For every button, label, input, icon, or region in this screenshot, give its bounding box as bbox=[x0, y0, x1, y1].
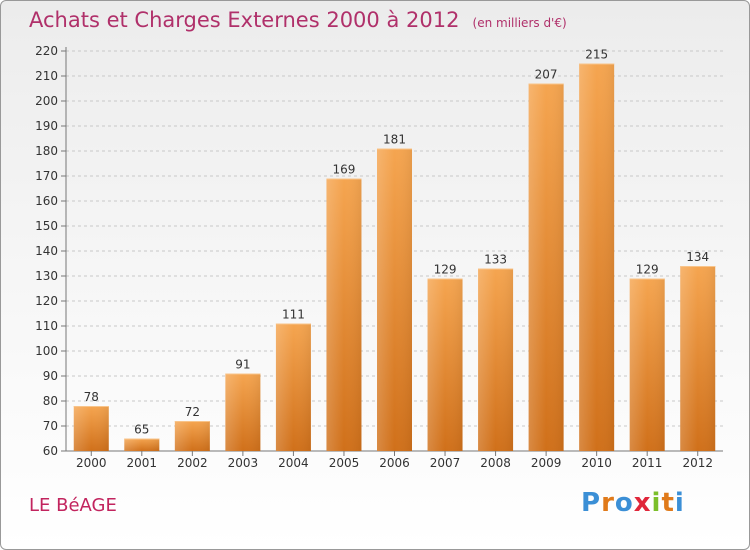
x-tick-label: 2004 bbox=[278, 456, 309, 470]
logo-letter: P bbox=[581, 488, 602, 518]
y-tick-label: 110 bbox=[35, 319, 58, 333]
y-tick-label: 80 bbox=[43, 394, 58, 408]
data-label: 133 bbox=[484, 253, 507, 267]
data-label: 169 bbox=[333, 163, 356, 177]
data-label: 78 bbox=[84, 390, 99, 404]
y-tick-label: 190 bbox=[35, 119, 58, 133]
bar-highlight bbox=[680, 266, 716, 451]
bar-highlight bbox=[427, 278, 463, 451]
title-main: Achats et Charges Externes 2000 à 2012 bbox=[29, 8, 460, 32]
bar-highlight bbox=[377, 148, 412, 451]
x-tick-label: 2008 bbox=[480, 456, 511, 470]
y-tick-label: 170 bbox=[35, 169, 58, 183]
x-tick-label: 2006 bbox=[379, 456, 410, 470]
y-tick-label: 150 bbox=[35, 219, 58, 233]
logo-letter: r bbox=[601, 488, 615, 518]
bars: 78 65 72 91 111 169 181 129 133 207 215 129 134 bbox=[73, 48, 716, 451]
x-tick-label: 2001 bbox=[127, 456, 158, 470]
bar-highlight bbox=[326, 178, 362, 451]
data-label: 65 bbox=[134, 423, 149, 437]
y-tick-label: 210 bbox=[35, 69, 58, 83]
data-label: 129 bbox=[434, 263, 457, 277]
axes: 60 70 80 90 100 110 120 130 140 150 160 170 180 190 20… bbox=[35, 44, 723, 470]
chart-title: Achats et Charges Externes 2000 à 2012 (… bbox=[29, 8, 567, 32]
bar-highlight bbox=[579, 63, 615, 451]
data-label: 207 bbox=[535, 68, 558, 82]
y-tick-label: 140 bbox=[35, 244, 58, 258]
bar-highlight bbox=[478, 268, 514, 451]
x-tick-label: 2012 bbox=[682, 456, 713, 470]
x-tick-label: 2000 bbox=[76, 456, 107, 470]
commune-name: LE BéAGE bbox=[29, 495, 117, 516]
y-tick-label: 160 bbox=[35, 194, 58, 208]
data-label: 111 bbox=[282, 308, 305, 322]
data-label: 72 bbox=[185, 405, 200, 419]
y-tick-label: 90 bbox=[43, 369, 58, 383]
bar-highlight bbox=[275, 323, 311, 451]
y-tick-label: 70 bbox=[43, 419, 58, 433]
y-tick-label: 220 bbox=[35, 44, 58, 58]
x-tick-label: 2011 bbox=[632, 456, 663, 470]
data-label: 215 bbox=[585, 48, 608, 62]
title-unit: (en milliers d'€) bbox=[472, 16, 567, 30]
y-tick-label: 100 bbox=[35, 344, 58, 358]
y-tick-label: 120 bbox=[35, 294, 58, 308]
x-tick-label: 2003 bbox=[228, 456, 259, 470]
data-label: 181 bbox=[383, 133, 406, 147]
bar-highlight bbox=[528, 83, 564, 451]
logo-letter: i bbox=[674, 488, 685, 518]
bar-highlight bbox=[629, 278, 665, 451]
x-tick-label: 2010 bbox=[581, 456, 612, 470]
data-label: 129 bbox=[636, 263, 659, 277]
y-tick-label: 130 bbox=[35, 269, 58, 283]
x-tick-label: 2002 bbox=[177, 456, 208, 470]
logo-letter: t bbox=[661, 488, 675, 518]
bar-highlight bbox=[174, 421, 210, 451]
data-label: 134 bbox=[686, 250, 709, 264]
proxiti-logo[interactable]: Proxiti bbox=[581, 488, 685, 518]
bar-highlight bbox=[124, 438, 160, 451]
data-label: 91 bbox=[235, 358, 250, 372]
logo-letter: i bbox=[651, 488, 662, 518]
y-tick-label: 60 bbox=[43, 444, 58, 458]
x-tick-label: 2009 bbox=[531, 456, 562, 470]
y-tick-label: 180 bbox=[35, 144, 58, 158]
bar-highlight bbox=[225, 373, 261, 451]
y-tick-label: 200 bbox=[35, 94, 58, 108]
bar-highlight bbox=[73, 406, 109, 451]
x-tick-label: 2005 bbox=[329, 456, 360, 470]
logo-letter: o bbox=[614, 488, 634, 518]
logo-letter: x bbox=[633, 488, 652, 518]
x-tick-label: 2007 bbox=[430, 456, 461, 470]
